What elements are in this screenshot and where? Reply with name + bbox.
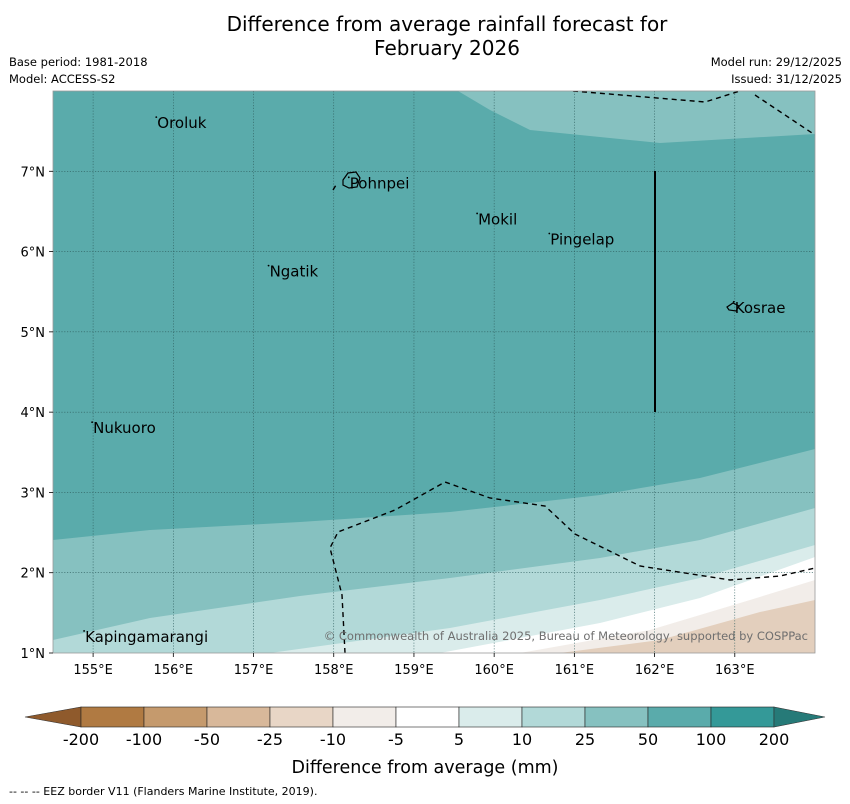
colorbar-tick-label: -25 xyxy=(257,730,283,749)
pohnpei-island xyxy=(342,171,361,189)
place-label-pingelap: Pingelap xyxy=(550,231,614,249)
place-marker xyxy=(267,264,270,267)
colorbar-cell xyxy=(521,706,586,728)
eez-footnote: -- -- -- EEZ border V11 (Flanders Marine… xyxy=(9,785,318,798)
eez-border-pohnpei xyxy=(332,184,337,191)
eez-borders xyxy=(329,91,815,653)
longitude-label: 157°E xyxy=(234,663,274,678)
colorbar-tick-label: 10 xyxy=(512,730,532,749)
place-label-ngatik: Ngatik xyxy=(270,263,319,281)
colorbar-cell xyxy=(458,706,523,728)
eez-border-north xyxy=(572,91,741,103)
colorbar-tick-label: 25 xyxy=(575,730,595,749)
colorbar-cell xyxy=(269,706,334,728)
colorbar-cell xyxy=(143,706,208,728)
colorbar-cell xyxy=(584,706,649,728)
base-period: Base period: 1981-2018 xyxy=(9,55,148,69)
place-label-kosrae: Kosrae xyxy=(735,299,786,317)
eez-border-south xyxy=(329,481,815,653)
title-line-2: February 2026 xyxy=(374,36,520,60)
copyright-text: © Commonwealth of Australia 2025, Bureau… xyxy=(324,629,808,643)
colorbar-tick-label: 50 xyxy=(638,730,658,749)
latitude-label: 4°N xyxy=(21,406,46,421)
place-marker xyxy=(476,212,479,215)
place-marker xyxy=(548,232,551,235)
place-label-pohnpei: Pohnpei xyxy=(350,174,410,192)
colorbar-tick-label: -5 xyxy=(388,730,404,749)
longitude-labels: 155°E 156°E 157°E 158°E 159°E 160°E 161°E 162°E… xyxy=(73,653,755,678)
place-label-mokil: Mokil xyxy=(478,210,517,228)
place-marker xyxy=(91,421,94,424)
longitude-label: 163°E xyxy=(715,663,755,678)
colorbar-over-arrow xyxy=(773,706,826,728)
place-labels: Oroluk Pohnpei Mokil Pingelap Ngatik Kosrae Nu… xyxy=(83,114,785,646)
latitude-label: 7°N xyxy=(21,165,46,180)
place-marker xyxy=(347,176,350,179)
longitude-label: 156°E xyxy=(154,663,194,678)
meta-left: Base period: 1981-2018 Model: ACCESS-S2 xyxy=(9,54,148,88)
longitude-label: 160°E xyxy=(474,663,514,678)
place-label-nukuoro: Nukuoro xyxy=(93,419,156,437)
issued-date: Issued: 31/12/2025 xyxy=(731,72,842,86)
colorbar-tick-label: 100 xyxy=(696,730,727,749)
colorbar-ticks: -200 -100 -50 -25 -10 -5 5 10 25 50 100 200 xyxy=(63,730,789,749)
longitude-label: 159°E xyxy=(394,663,434,678)
band-minus-10-25 xyxy=(560,600,815,653)
kosrae-island xyxy=(726,302,740,312)
place-marker xyxy=(83,630,85,632)
title-line-1: Difference from average rainfall forecas… xyxy=(226,12,668,36)
colorbar-label: Difference from average (mm) xyxy=(291,758,558,778)
colorbar-under-arrow xyxy=(24,706,82,728)
colorbar-tick-label: -50 xyxy=(194,730,220,749)
colorbar-cell xyxy=(332,706,397,728)
colorbar-cell xyxy=(710,706,775,728)
model-run: Model run: 29/12/2025 xyxy=(710,55,842,69)
colorbar-cell xyxy=(80,706,145,728)
latitude-label: 3°N xyxy=(21,486,46,501)
meta-right: Model run: 29/12/2025 Issued: 31/12/2025 xyxy=(711,54,842,88)
graticule xyxy=(53,91,815,653)
place-label-kapingamarangi: Kapingamarangi xyxy=(85,628,208,646)
latitude-label: 6°N xyxy=(21,246,46,261)
rainfall-field xyxy=(53,91,815,653)
colorbar-cell xyxy=(395,706,460,728)
colorbar-tick-label: -100 xyxy=(126,730,162,749)
latitude-label: 2°N xyxy=(21,567,46,582)
colorbar-tick-label: 5 xyxy=(454,730,464,749)
place-label-oroluk: Oroluk xyxy=(157,114,206,132)
band-25-50-north xyxy=(458,91,815,143)
colorbar-tick-label: -10 xyxy=(320,730,346,749)
colorbar-tick-label: 200 xyxy=(759,730,790,749)
longitude-label: 162°E xyxy=(635,663,675,678)
place-marker xyxy=(155,116,158,119)
longitude-label: 155°E xyxy=(73,663,113,678)
colorbar-cell xyxy=(206,706,271,728)
place-marker xyxy=(732,300,735,303)
longitude-label: 161°E xyxy=(555,663,595,678)
map-frame xyxy=(52,90,816,654)
latitude-labels: 1°N 2°N 3°N 4°N 5°N 6°N 7°N xyxy=(21,165,53,662)
colorbar-cell xyxy=(647,706,712,728)
colorbar-cells xyxy=(24,706,826,728)
model-name: Model: ACCESS-S2 xyxy=(9,72,116,86)
latitude-label: 5°N xyxy=(21,326,46,341)
map-title: Difference from average rainfall forecas… xyxy=(0,12,850,60)
longitude-label: 158°E xyxy=(314,663,354,678)
latitude-label: 1°N xyxy=(21,647,46,662)
map-plot: Oroluk Pohnpei Mokil Pingelap Ngatik Kosrae Nu… xyxy=(21,90,816,678)
eez-border-northeast xyxy=(754,94,815,136)
colorbar-tick-label: -200 xyxy=(63,730,99,749)
